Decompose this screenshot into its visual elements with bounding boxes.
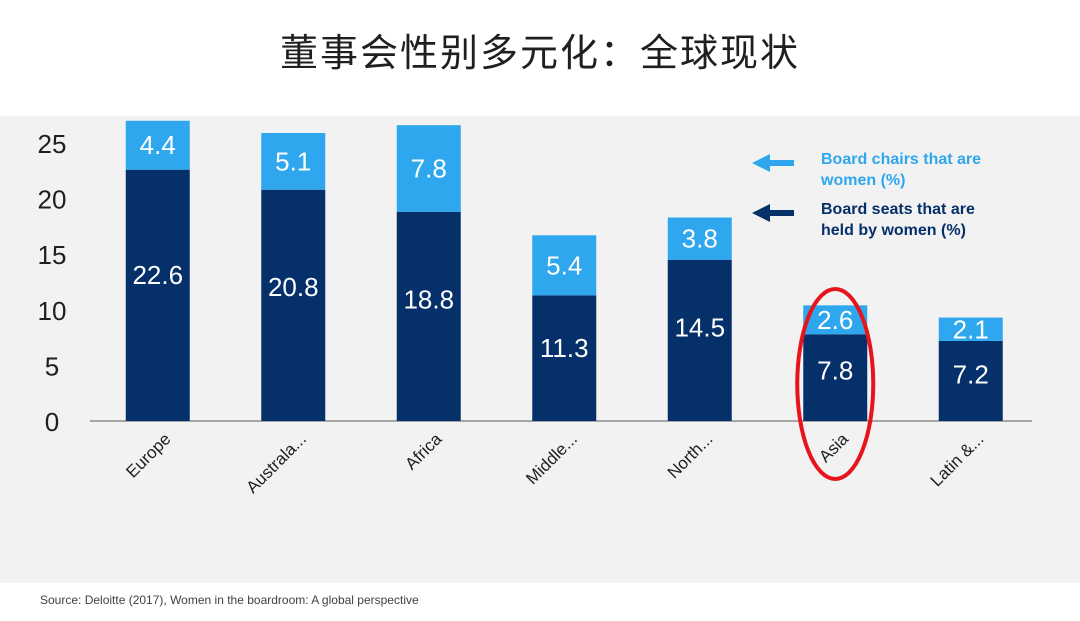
y-tick-label: 10 [38,296,67,326]
source-note: Source: Deloitte (2017), Women in the bo… [40,593,419,607]
data-label-seats: 11.3 [540,333,589,363]
x-category-label: Europe [122,429,174,481]
y-tick-label: 25 [38,129,67,159]
data-label-seats: 7.2 [953,360,989,390]
data-label-seats: 18.8 [403,285,454,315]
bar-seats [667,259,732,421]
bar-chairs [125,120,190,170]
y-tick-label: 20 [38,185,67,215]
y-tick-label: 5 [45,351,59,381]
bar-chairs [667,217,732,260]
legend-label: Board chairs that are [821,151,981,168]
x-category-label: Latin &... [927,429,988,490]
x-category-label: North... [664,429,717,482]
legend-label: women (%) [820,172,905,189]
x-category-label: Asia [815,429,852,466]
bar-chairs [938,317,1003,341]
chart-title: 董事会性别多元化：全球现状 [279,31,800,75]
bar-chairs [532,235,597,296]
data-label-chairs: 7.8 [411,154,447,184]
legend-arrow [752,154,794,172]
data-label-seats: 14.5 [674,312,725,342]
x-category-label: Africa [401,429,446,474]
data-label-chairs: 5.4 [546,250,582,280]
bar-seats [125,169,190,421]
data-label-seats: 7.8 [817,356,853,386]
legend-label: held by women (%) [821,222,966,239]
x-category-label: Australa... [243,429,311,497]
highlight-circle [795,287,876,481]
x-category-label: Middle... [522,429,581,488]
data-label-chairs: 2.6 [817,305,853,335]
bar-chairs [803,305,868,335]
bar-seats [803,334,868,421]
y-tick-label: 0 [45,407,59,437]
y-tick-label: 15 [38,240,67,270]
bar-seats [938,340,1003,421]
bar-seats [261,189,326,421]
data-label-chairs: 2.1 [953,314,989,344]
bar-chairs [396,125,461,212]
data-label-chairs: 4.4 [140,130,176,160]
bar-chairs [261,132,326,190]
legend-label: Board seats that are [821,201,975,218]
data-label-seats: 22.6 [132,260,183,290]
data-label-seats: 20.8 [268,272,319,302]
bar-seats [532,295,597,421]
data-label-chairs: 3.8 [682,224,718,254]
data-label-chairs: 5.1 [275,146,311,176]
legend-arrow [752,204,794,222]
bar-seats [396,211,461,421]
